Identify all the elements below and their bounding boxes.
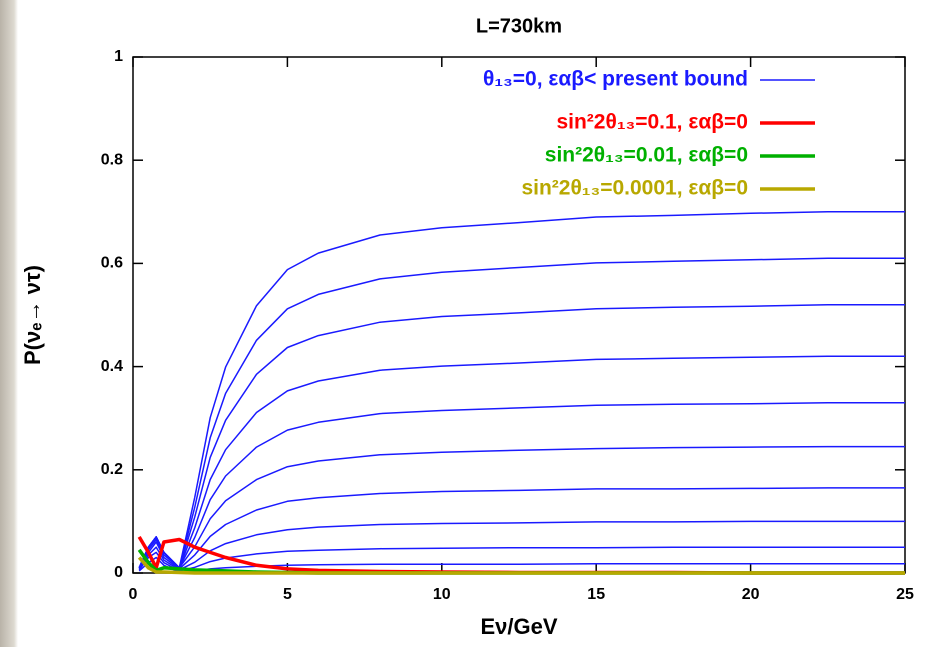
- series-line: [138, 401, 905, 569]
- legend-label: sin²2θ₁₃=0.01, εαβ=0: [545, 144, 748, 167]
- y-tick-label: 0.2: [101, 461, 123, 478]
- y-tick-label: 1: [114, 48, 123, 65]
- series-line: [138, 520, 905, 571]
- background: [18, 0, 926, 647]
- series-line: [138, 445, 905, 569]
- chart-title: L=730km: [476, 15, 562, 37]
- series-line: [138, 556, 905, 573]
- series-line: [138, 546, 905, 572]
- series-line: [138, 487, 905, 570]
- x-tick-label: 5: [283, 586, 292, 603]
- y-tick-label: 0.6: [101, 255, 123, 272]
- y-tick-label: 0.8: [101, 151, 123, 168]
- y-tick-label: 0.4: [101, 358, 123, 375]
- x-tick-label: 25: [896, 586, 914, 603]
- legend-label: sin²2θ₁₃=0.1, εαβ=0: [556, 111, 748, 134]
- x-tick-label: 0: [129, 586, 138, 603]
- x-tick-label: 10: [433, 586, 451, 603]
- x-tick-label: 15: [587, 586, 605, 603]
- x-tick-label: 20: [742, 586, 760, 603]
- legend-label: θ₁₃=0, εαβ< present bound: [483, 68, 748, 91]
- y-tick-label: 0: [114, 564, 123, 581]
- x-axis-label: Eν/GeV: [480, 614, 557, 639]
- legend-label: sin²2θ₁₃=0.0001, εαβ=0: [521, 177, 748, 200]
- series-line: [137, 556, 905, 575]
- y-axis-label: P(νₑ→ ντ): [20, 265, 45, 365]
